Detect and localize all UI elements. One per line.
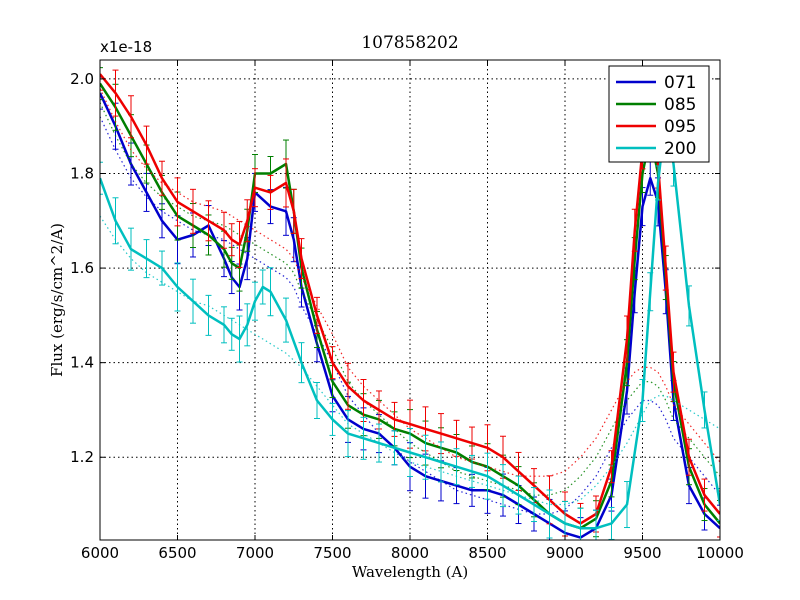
y-tick-label: 1.8 [70,164,94,182]
x-axis-label: Wavelength (A) [352,563,468,581]
chart-title: 107858202 [361,33,458,53]
legend-label-095: 095 [664,117,696,137]
x-tick-label: 8000 [391,544,429,562]
x-axis-tick-labels: 6000 6500 7000 7500 8000 8500 9000 9500 10000 [81,544,744,562]
series-071-trend-line [100,116,720,515]
legend-label-085: 085 [664,95,696,115]
legend-label-200: 200 [664,139,696,159]
x-tick-label: 6500 [158,544,196,562]
x-tick-label: 10000 [696,544,744,562]
x-tick-label: 7500 [313,544,351,562]
y-tick-label: 2.0 [70,70,94,88]
x-tick-label: 9500 [623,544,661,562]
y-axis-label: Flux (erg/s/cm^2/A) [48,223,66,377]
x-tick-label: 7000 [236,544,274,562]
series-200-line [100,115,720,530]
series-095-line [100,73,720,525]
y-tick-label: 1.2 [70,448,94,466]
legend-label-071: 071 [664,73,696,93]
y-tick-label: 1.6 [70,259,94,277]
y-tick-label: 1.4 [70,354,94,372]
x-tick-label: 6000 [81,544,119,562]
axis-ticks [99,60,721,540]
y-scale-label: x1e-18 [100,38,152,56]
series-200 [100,92,720,540]
series-group [100,60,720,540]
series-200-trend-line [100,215,720,506]
y-axis-tick-labels: 1.2 1.4 1.6 1.8 2.0 [70,70,94,466]
x-tick-label: 9000 [546,544,584,562]
x-tick-label: 8500 [468,544,506,562]
